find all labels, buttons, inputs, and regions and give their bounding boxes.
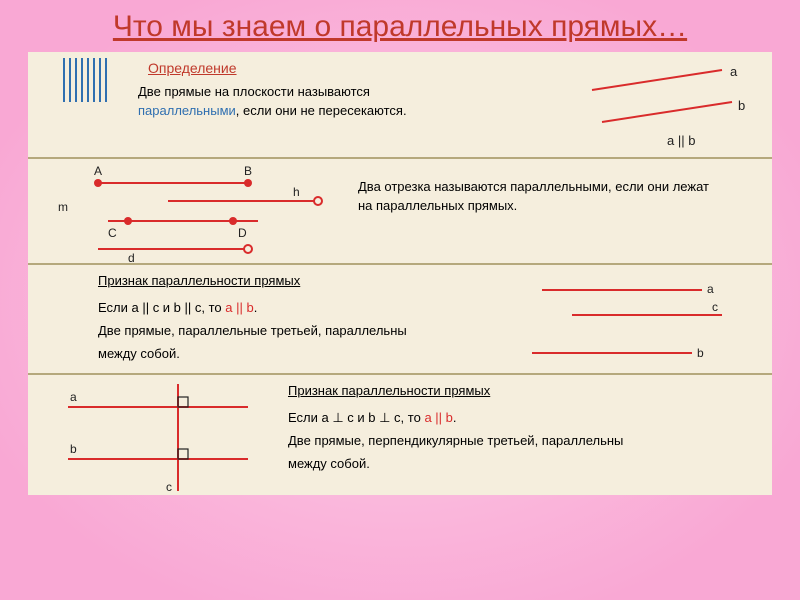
def-pre: Две прямые на плоскости называются (138, 84, 370, 99)
def-post: , если они не пересекаются. (236, 103, 407, 118)
perp-icon-2: ⊥ (379, 410, 390, 425)
svg-text:c: c (712, 300, 718, 314)
sign1-post: . (254, 300, 258, 315)
svg-text:a: a (70, 390, 77, 404)
sign2-post: . (453, 410, 457, 425)
section-sign1: Признак параллельности прямых Если a || … (28, 263, 772, 373)
slide-title: Что мы знаем о параллельных прямых… (0, 0, 800, 52)
section-definition: Определение Две прямые на плоскости назы… (28, 52, 772, 157)
segments-diagram: A B h m C D d (38, 163, 328, 268)
svg-text:b: b (738, 98, 745, 113)
sign2-pre: Если a (288, 410, 332, 425)
sign2-mid1: c и b (344, 410, 379, 425)
sign1-line2: Две прямые, параллельные третьей, паралл… (98, 319, 408, 366)
svg-text:c: c (166, 480, 172, 494)
svg-text:d: d (128, 251, 135, 263)
svg-text:a: a (730, 64, 738, 79)
sign2-title: Признак параллельности прямых (288, 383, 762, 398)
sign2-mid2: c, то (390, 410, 424, 425)
svg-text:m: m (58, 200, 68, 214)
section-segments: A B h m C D d (28, 157, 772, 263)
sign1-diagram: a c b (512, 275, 732, 370)
svg-text:b: b (697, 346, 704, 360)
svg-text:a || b: a || b (667, 133, 695, 148)
svg-text:A: A (94, 164, 102, 178)
svg-text:h: h (293, 185, 300, 199)
slide: Что мы знаем о параллельных прямых… Опре… (0, 0, 800, 600)
parallel-ab-diagram: a b a || b (572, 60, 752, 155)
sign2-line2: Две прямые, перпендикулярные третьей, па… (288, 429, 648, 476)
section-sign2: a b c Признак параллельности прямых Если… (28, 373, 772, 495)
content-area: Определение Две прямые на плоскости назы… (28, 52, 772, 495)
svg-text:D: D (238, 226, 247, 240)
svg-text:b: b (70, 442, 77, 456)
perp-icon-1: ⊥ (332, 410, 343, 425)
svg-text:a: a (707, 282, 714, 296)
sign2-body: Если a ⊥ c и b ⊥ c, то a || b. Две прямы… (288, 406, 762, 476)
segments-text: Два отрезка называются параллельными, ес… (358, 177, 718, 216)
sign1-res: a || b (225, 300, 253, 315)
sign2-diagram: a b c (58, 379, 258, 499)
sign1-pre: Если a || c и b || c, то (98, 300, 225, 315)
def-word: параллельными (138, 103, 236, 118)
svg-text:B: B (244, 164, 252, 178)
svg-text:C: C (108, 226, 117, 240)
sign2-res: a || b (424, 410, 452, 425)
hatch-icon (58, 58, 118, 107)
